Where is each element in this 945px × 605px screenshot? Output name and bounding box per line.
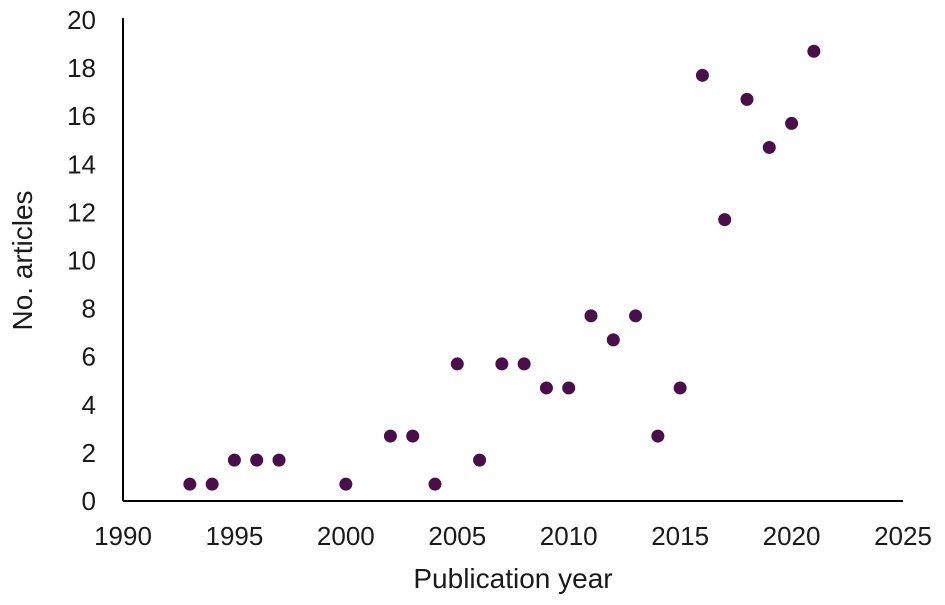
data-point [406, 429, 420, 443]
y-tick-label: 4 [82, 390, 96, 420]
data-point [339, 477, 353, 491]
y-tick-label: 2 [82, 438, 96, 468]
y-tick-label: 10 [67, 246, 96, 276]
x-axis-title: Publication year [413, 563, 612, 594]
data-point [428, 477, 442, 491]
x-axis-ticks: 1990 1995 2000 2005 2010 2015 2020 2025 [94, 521, 932, 551]
data-point [740, 92, 754, 106]
data-point [250, 453, 264, 467]
x-tick-label: 2010 [540, 521, 598, 551]
x-tick-label: 1995 [206, 521, 264, 551]
y-tick-label: 8 [82, 294, 96, 324]
y-tick-label: 14 [67, 149, 96, 179]
x-tick-label: 2000 [317, 521, 375, 551]
data-point [807, 44, 821, 58]
data-point [584, 309, 598, 323]
y-axis-ticks: 0 2 4 6 8 10 12 14 16 18 20 [67, 5, 96, 516]
y-tick-label: 20 [67, 5, 96, 35]
data-point [473, 453, 487, 467]
data-point [495, 357, 509, 371]
data-point [651, 429, 665, 443]
data-point [695, 68, 709, 82]
data-point [562, 381, 576, 395]
data-point [673, 381, 687, 395]
data-point [183, 477, 197, 491]
y-tick-label: 6 [82, 342, 96, 372]
y-tick-label: 0 [82, 486, 96, 516]
data-point [383, 429, 397, 443]
data-point [539, 381, 553, 395]
data-point [762, 140, 776, 154]
y-tick-label: 12 [67, 197, 96, 227]
x-tick-label: 2015 [651, 521, 709, 551]
data-point [272, 453, 286, 467]
x-tick-label: 1990 [94, 521, 152, 551]
data-point [785, 116, 799, 130]
data-point [205, 477, 219, 491]
x-tick-label: 2020 [763, 521, 821, 551]
data-point [450, 357, 464, 371]
y-tick-label: 16 [67, 101, 96, 131]
data-point [718, 213, 732, 227]
x-tick-label: 2005 [428, 521, 486, 551]
y-tick-label: 18 [67, 53, 96, 83]
data-points [183, 44, 821, 491]
data-point [517, 357, 531, 371]
data-point [227, 453, 241, 467]
y-axis-title: No. articles [7, 190, 38, 330]
data-point [629, 309, 643, 323]
data-point [606, 333, 620, 347]
x-tick-label: 2025 [874, 521, 932, 551]
